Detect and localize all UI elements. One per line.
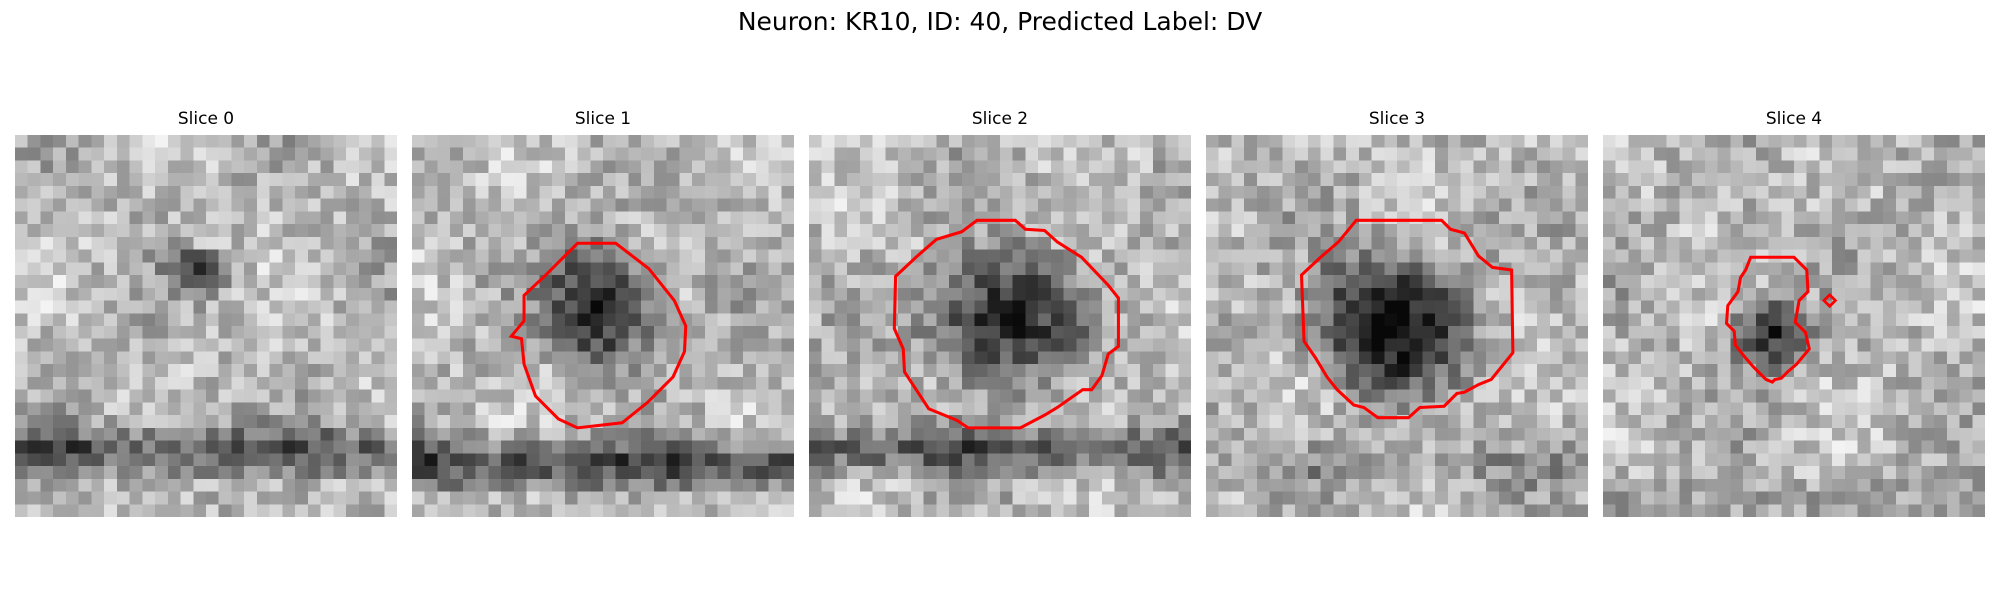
slice-2-pixels [809,135,1191,517]
slice-3-segmentation-contour [1299,218,1515,420]
slice-3-image [1206,135,1588,517]
slice-2-image [809,135,1191,517]
slice-0-image [15,135,397,517]
slice-0-pixels [15,135,397,517]
slice-1-pixels [412,135,794,517]
slice-0-title: Slice 0 [177,109,235,129]
slice-2-segmentation-contour [892,218,1120,430]
slice-3-title: Slice 3 [1368,109,1426,129]
figure-title: Neuron: KR10, ID: 40, Predicted Label: D… [737,7,1263,36]
slice-3-pixels [1206,135,1588,517]
slice-4-small-contour [1821,292,1838,309]
slice-4-title: Slice 4 [1765,109,1823,129]
slice-4-image [1603,135,1985,517]
slice-4-pixels [1603,135,1985,517]
slice-1-title: Slice 1 [574,109,632,129]
slice-1-image [412,135,794,517]
slice-4-segmentation-contour [1724,255,1811,384]
slice-1-segmentation-contour [508,241,688,430]
slice-2-title: Slice 2 [971,109,1029,129]
